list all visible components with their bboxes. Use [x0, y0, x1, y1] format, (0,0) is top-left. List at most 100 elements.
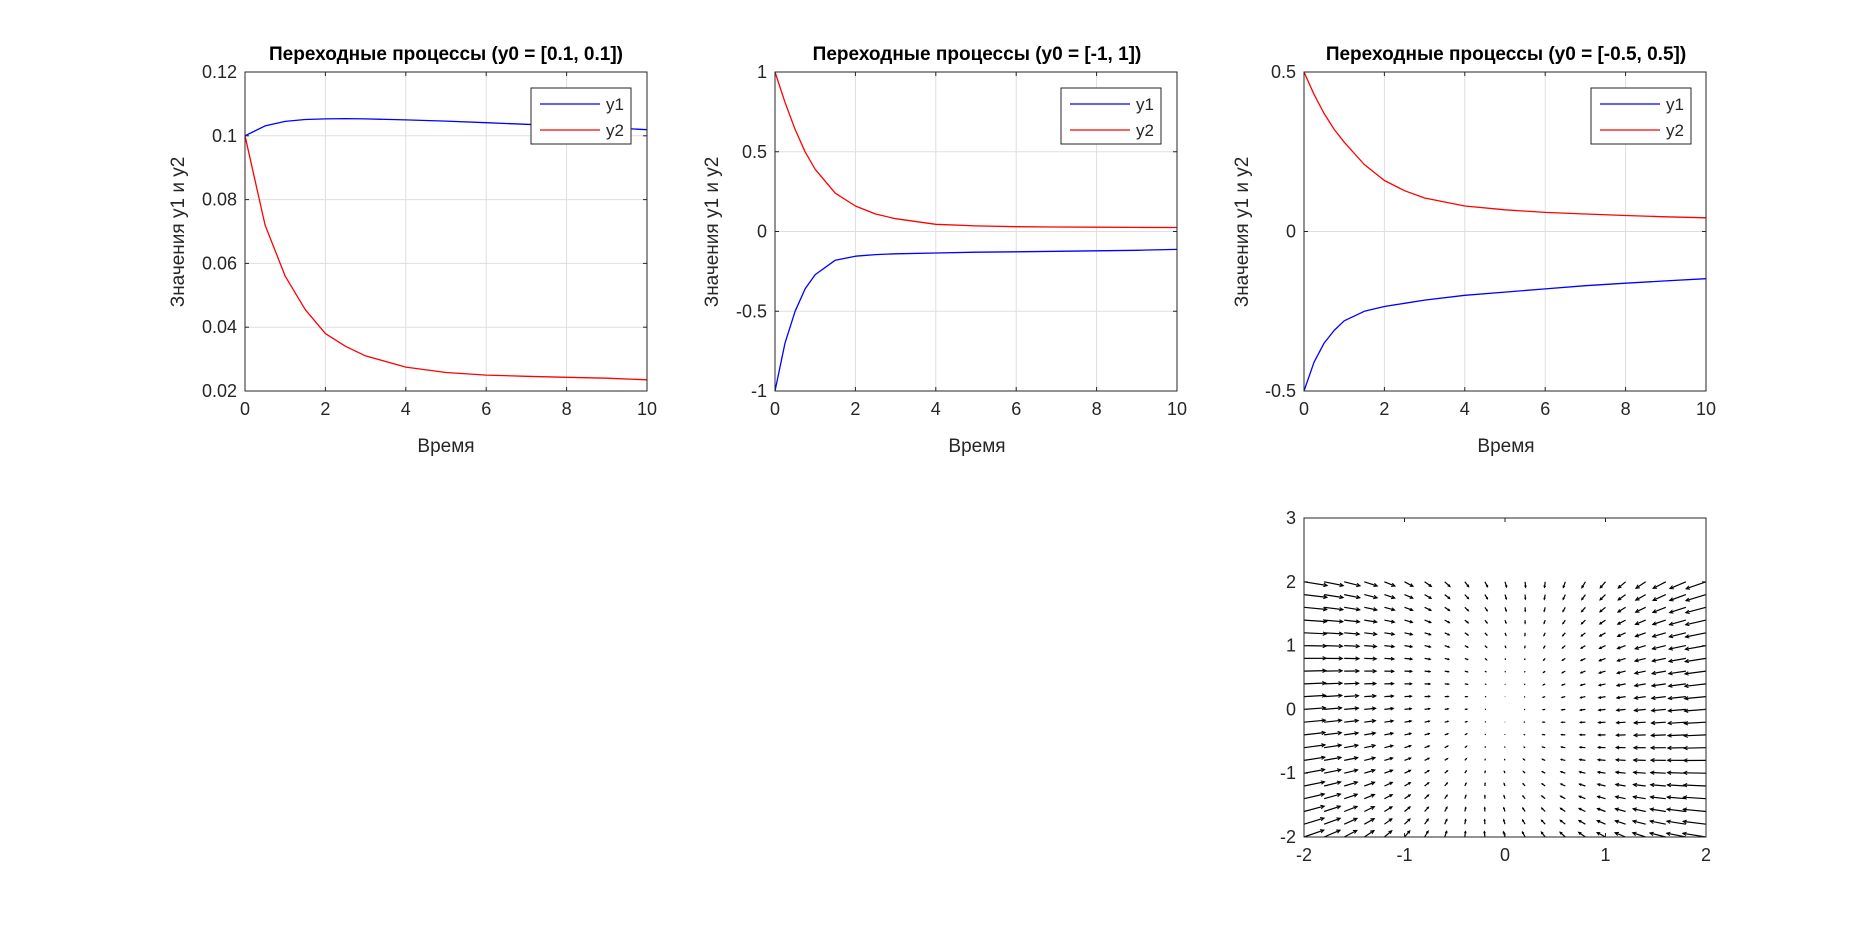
panel-1-title: Переходные процессы (y0 = [0.1, 0.1]): [269, 44, 623, 65]
panel-4-arrowhead-13-16: [1615, 670, 1621, 675]
panel-4-arrow-6-15: [1597, 759, 1606, 761]
panel-4-arrow-20-5: [1404, 581, 1414, 587]
panel-4-arrowhead-3-16: [1614, 795, 1620, 800]
panel-4-arrowhead-12-1: [1338, 681, 1344, 686]
panel-4-arrow-2-16: [1615, 808, 1626, 813]
panel-4-arrowhead-12-20: [1683, 683, 1689, 689]
panel-4-arrowhead-15-9: [1485, 646, 1488, 649]
panel-4-arrowhead-8-4: [1389, 731, 1395, 736]
panel-4-arrow-19-0: [1303, 594, 1328, 598]
panel-4-arrowhead-19-5: [1409, 595, 1414, 599]
panel-4-arrow-9-17: [1634, 721, 1646, 724]
panel-4-arrowhead-12-16: [1615, 683, 1621, 687]
panel-4-arrow-9-2: [1344, 719, 1359, 723]
panel-3-xtick-label-4: 8: [1621, 399, 1631, 419]
panel-4-arrowhead-4-6: [1426, 781, 1430, 785]
panel-4-arrow-0-15: [1596, 831, 1606, 838]
panel-4-arrowhead-18-15: [1599, 609, 1603, 613]
panel-4-arrowhead-3-11: [1522, 794, 1525, 798]
panel-4-arrowhead-9-12: [1541, 721, 1544, 723]
panel-4-arrowhead-0-5: [1407, 830, 1411, 834]
panel-4-arrowhead-3-17: [1632, 795, 1638, 800]
panel-4-arrow-14-4: [1384, 657, 1395, 660]
panel-2-xtick-label-2: 4: [931, 399, 941, 419]
panel-4-arrowhead-10-5: [1408, 707, 1413, 711]
panel-4-arrow-16-20: [1685, 632, 1707, 638]
panel-4-arrow-4-20: [1683, 784, 1707, 787]
panel-4-arrowhead-11-4: [1390, 694, 1395, 699]
panel-4-arrowhead-7-8: [1465, 745, 1468, 748]
panel-3: 0 2 4 6 8 10-0.500.5 Переходные процессы (y0 …: [1232, 44, 1716, 457]
panel-4-arrowhead-4-19: [1666, 782, 1672, 788]
panel-4-arrow-19-15: [1599, 594, 1606, 601]
panel-4-arrow-10-19: [1668, 708, 1686, 712]
panel-4-arrowhead-6-5: [1408, 757, 1412, 761]
panel-4-arrow-2-19: [1666, 808, 1686, 813]
panel-4-arrowhead-13-5: [1409, 669, 1414, 673]
panel-4-arrow-11-3: [1364, 695, 1376, 698]
panel-4-arrowhead-20-0: [1323, 582, 1329, 588]
panel-4-arrow-14-16: [1617, 657, 1626, 662]
panel-4-arrowhead-10-0: [1321, 705, 1327, 711]
panel-4-arrow-3-16: [1615, 796, 1626, 800]
panel-4-arrowhead-5-14: [1578, 770, 1582, 774]
panel-4-arrowhead-17-14: [1580, 621, 1584, 625]
panel-2-xtick-label-0: 0: [770, 399, 780, 419]
panel-4-arrowhead-3-9: [1483, 794, 1486, 797]
panel-4-arrowhead-3-0: [1320, 792, 1326, 797]
panel-4-arrowhead-2-7: [1445, 806, 1448, 809]
panel-4-arrow-8-18: [1651, 734, 1666, 737]
panel-4-arrow-0-14: [1578, 831, 1586, 838]
panel-4-arrowhead-9-4: [1390, 719, 1395, 724]
panel-1-xtick-label-3: 6: [481, 399, 491, 419]
panel-4-arrowhead-9-2: [1354, 718, 1360, 724]
panel-4-arrow-19-3: [1364, 594, 1378, 599]
panel-4-arrowhead-6-0: [1320, 755, 1327, 760]
panel-4-arrow-12-16: [1616, 683, 1626, 687]
panel-3-legend: y1 y2: [1590, 87, 1692, 145]
panel-4-arrowhead-7-12: [1541, 746, 1544, 748]
panel-4-arrow-4-15: [1597, 783, 1606, 787]
panel-4-arrow-2-4: [1384, 806, 1393, 813]
panel-4-arrow-13-0: [1303, 670, 1327, 672]
panel-4-arrowhead-16-17: [1634, 633, 1640, 638]
panel-4-arrow-10-1: [1324, 707, 1342, 710]
panel-4-arrowhead-2-10: [1503, 806, 1506, 810]
panel-4-arrowhead-8-7: [1446, 733, 1450, 735]
panel-2-legend-y2-label: y2: [1136, 121, 1154, 140]
panel-4-arrowhead-18-19: [1668, 609, 1674, 614]
panel-4-arrowhead-2-15: [1596, 807, 1601, 812]
panel-4-arrowhead-12-4: [1390, 681, 1395, 686]
panel-1-ytick-label-0: 0.02: [202, 381, 237, 401]
panel-4-arrowhead-16-8: [1466, 633, 1470, 636]
panel-4-xtick-label-0: -2: [1296, 845, 1312, 865]
panel-4-arrowhead-3-2: [1353, 793, 1359, 798]
panel-4-arrowhead-13-14: [1579, 671, 1583, 674]
panel-4-arrow-2-5: [1404, 806, 1411, 812]
panel-4-arrow-9-9: [1484, 721, 1487, 723]
panel-4-arrowhead-1-5: [1407, 818, 1411, 822]
panel-4-arrow-2-17: [1632, 808, 1646, 813]
panel-4-arrow-9-3: [1364, 720, 1376, 723]
panel-4-arrowhead-16-7: [1447, 633, 1451, 636]
panel-4-arrowhead-6-2: [1353, 756, 1359, 761]
panel-4-arrowhead-2-0: [1320, 804, 1326, 810]
panel-4-arrowhead-20-19: [1668, 585, 1674, 590]
panel-4-arrowhead-8-18: [1650, 733, 1656, 738]
panel-4-arrowhead-1-14: [1577, 819, 1582, 823]
panel-4-arrow-13-17: [1634, 670, 1646, 674]
panel-4-arrowhead-0-17: [1631, 831, 1637, 836]
panel-4-arrowhead-6-8: [1465, 757, 1468, 760]
panel-4-arrowhead-19-4: [1390, 595, 1396, 600]
panel-4-arrowhead-16-5: [1409, 632, 1414, 636]
panel-4-arrow-2-20: [1683, 808, 1707, 813]
panel-4-arrow-11-2: [1344, 695, 1359, 698]
panel-2-ytick-label-0: -1: [751, 381, 767, 401]
panel-4-arrowhead-14-3: [1372, 656, 1378, 661]
panel-4-arrowhead-11-19: [1667, 695, 1673, 701]
panel-4-arrowhead-19-2: [1355, 594, 1362, 600]
panel-1-series-y2: [244, 135, 648, 381]
panel-4-arrow-17-16: [1617, 619, 1626, 625]
panel-4-arrowhead-14-5: [1409, 657, 1414, 661]
panel-4-arrowhead-1-10: [1502, 818, 1506, 822]
